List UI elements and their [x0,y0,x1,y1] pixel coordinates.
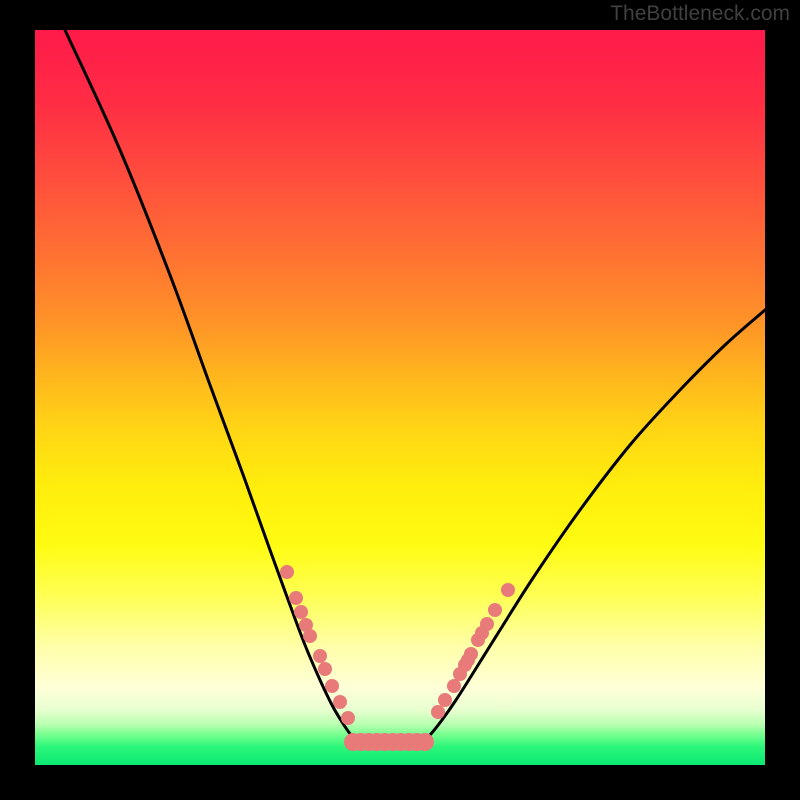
marker-dot [303,629,317,643]
marker-dot [341,711,355,725]
marker-dot [438,693,452,707]
marker-dot [280,565,294,579]
marker-bottom [416,733,434,751]
marker-dot [325,679,339,693]
marker-dot [289,591,303,605]
marker-dot [475,626,489,640]
plot-area [35,30,765,765]
marker-dot [447,679,461,693]
marker-dot [333,695,347,709]
marker-dot [318,662,332,676]
marker-dot [313,649,327,663]
watermark-text: TheBottleneck.com [610,2,790,26]
marker-dot [294,605,308,619]
marker-dot [488,603,502,617]
marker-dot [461,653,475,667]
chart-container: TheBottleneck.com [0,0,800,800]
chart-svg [0,0,800,800]
marker-dot [431,705,445,719]
marker-dot [501,583,515,597]
